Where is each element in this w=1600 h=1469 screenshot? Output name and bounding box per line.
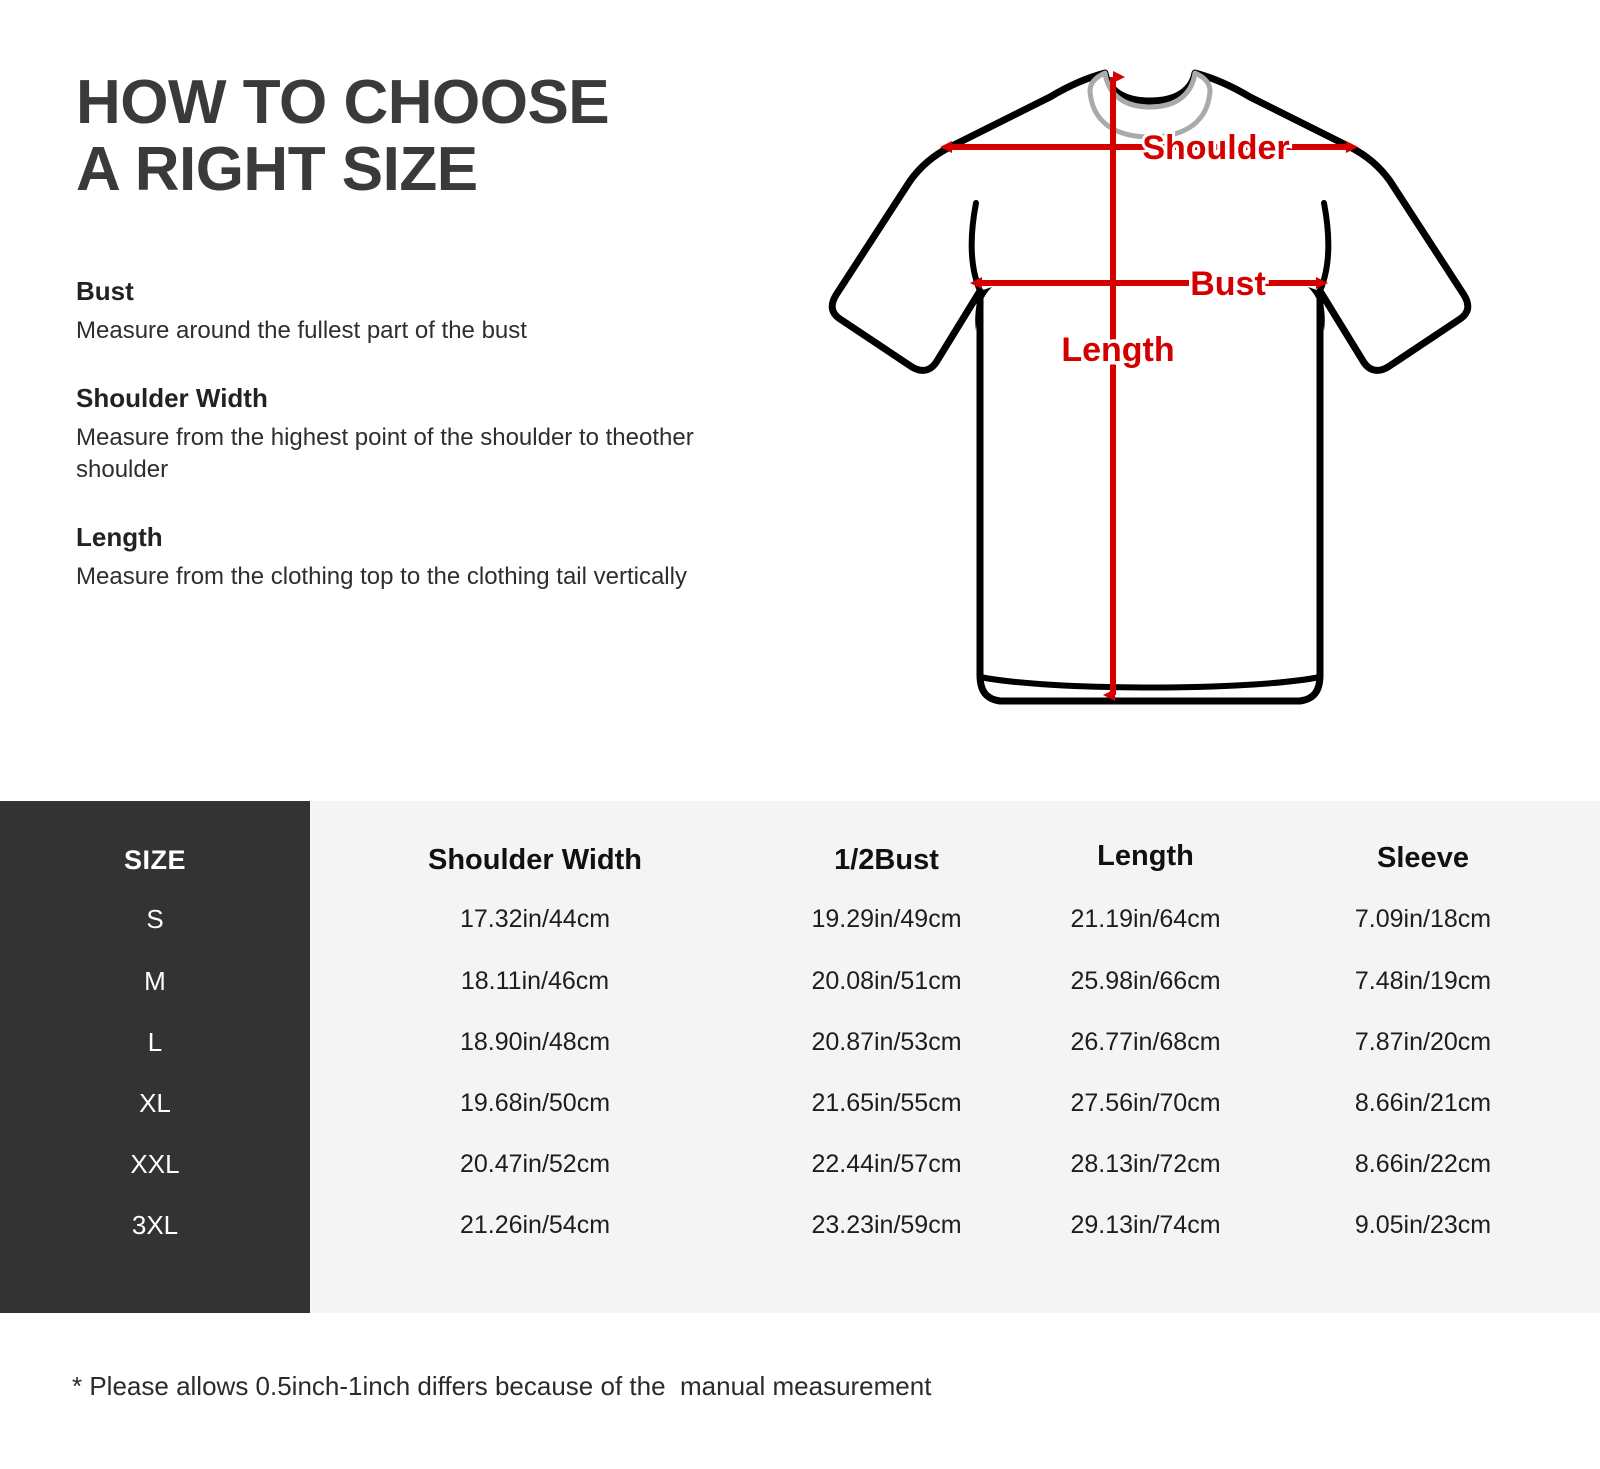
cell-half-bust: 20.08in/51cm [811, 967, 962, 995]
cell-sleeve: 9.05in/23cm [1354, 1211, 1492, 1239]
size-column-background [0, 801, 310, 1313]
table-row: M 18.11in/46cm 20.08in/51cm 25.98in/66cm… [0, 951, 1600, 1012]
cell-half-bust: 20.87in/53cm [811, 1028, 962, 1056]
cell-shoulder-width: 20.47in/52cm [459, 1150, 611, 1178]
tshirt-outline-icon [828, 69, 1472, 705]
cell-length: 28.13in/72cm [1070, 1150, 1221, 1178]
shoulder-label: Shoulder [1142, 129, 1289, 167]
cell-length: 27.56in/70cm [1070, 1089, 1221, 1117]
cell-size: 3XL [131, 1210, 179, 1240]
measurement-term-shoulder-width: Shoulder Width [76, 383, 268, 414]
cell-half-bust: 23.23in/59cm [811, 1211, 962, 1239]
cell-size: S [146, 904, 164, 934]
measurement-description-length: Measure from the clothing top to the clo… [76, 563, 687, 591]
size-table: SIZE Shoulder Width 1/2Bust Length Sleev… [0, 801, 1600, 1313]
measurement-description-bust: Measure around the fullest part of the b… [76, 316, 527, 344]
cell-size: XXL [130, 1149, 180, 1179]
column-header-half-bust: 1/2Bust [834, 843, 939, 876]
cell-shoulder-width: 18.11in/46cm [460, 967, 610, 995]
cell-length: 25.98in/66cm [1070, 967, 1221, 995]
cell-half-bust: 19.29in/49cm [811, 905, 962, 933]
cell-half-bust: 22.44in/57cm [811, 1150, 962, 1178]
cell-half-bust: 21.65in/55cm [811, 1089, 962, 1117]
cell-size: XL [139, 1088, 171, 1118]
measurement-item-length: Length Measure from the clothing top to … [76, 522, 776, 593]
measurement-definitions: Bust Measure around the fullest part of … [76, 276, 776, 594]
cell-sleeve: 7.48in/19cm [1354, 967, 1492, 995]
cell-sleeve: 8.66in/21cm [1354, 1089, 1492, 1117]
column-header-shoulder-width: Shoulder Width [428, 843, 642, 876]
length-label: Length [1061, 331, 1174, 369]
cell-shoulder-width: 18.90in/48cm [459, 1028, 611, 1056]
info-panel: HOW TO CHOOSE A RIGHT SIZE Bust Measure … [76, 68, 776, 630]
cell-size: L [147, 1027, 163, 1057]
measurement-term-length: Length [76, 522, 163, 553]
measurement-annotations: Shoulder Bust Length [940, 71, 1358, 701]
column-header-length: Length [1097, 839, 1194, 872]
cell-size: M [144, 966, 166, 996]
cell-sleeve: 8.66in/22cm [1354, 1150, 1492, 1178]
cell-shoulder-width: 17.32in/44cm [459, 905, 611, 933]
cell-length: 26.77in/68cm [1070, 1028, 1221, 1056]
table-row: XXL 20.47in/52cm 22.44in/57cm 28.13in/72… [0, 1134, 1600, 1195]
cell-shoulder-width: 21.26in/54cm [459, 1211, 611, 1239]
cell-shoulder-width: 19.68in/50cm [459, 1089, 611, 1117]
tshirt-diagram: Shoulder Bust Length [800, 55, 1500, 755]
column-header-size: SIZE [123, 844, 186, 875]
bust-label: Bust [1190, 265, 1266, 303]
table-row: L 18.90in/48cm 20.87in/53cm 26.77in/68cm… [0, 1012, 1600, 1073]
measurement-description-shoulder-width: Measure from the highest point of the sh… [76, 424, 694, 484]
table-row: 3XL 21.26in/54cm 23.23in/59cm 29.13in/74… [0, 1195, 1600, 1256]
cell-sleeve: 7.87in/20cm [1354, 1028, 1492, 1056]
cell-length: 29.13in/74cm [1070, 1211, 1221, 1239]
table-row: S 17.32in/44cm 19.29in/49cm 21.19in/64cm… [0, 889, 1600, 950]
measurement-disclaimer: * Please allows 0.5inch-1inch differs be… [72, 1371, 932, 1401]
measurement-item-shoulder-width: Shoulder Width Measure from the highest … [76, 383, 776, 486]
cell-length: 21.19in/64cm [1070, 905, 1221, 933]
measurement-term-bust: Bust [76, 275, 134, 306]
column-header-sleeve: Sleeve [1377, 841, 1469, 874]
cell-sleeve: 7.09in/18cm [1354, 905, 1492, 933]
table-header-row: SIZE Shoulder Width 1/2Bust Length Sleev… [0, 801, 1600, 919]
page-title: HOW TO CHOOSE A RIGHT SIZE [76, 68, 610, 204]
table-row: XL 19.68in/50cm 21.65in/55cm 27.56in/70c… [0, 1073, 1600, 1134]
size-table-grid: SIZE Shoulder Width 1/2Bust Length Sleev… [0, 801, 1600, 1313]
measurement-item-bust: Bust Measure around the fullest part of … [76, 276, 776, 347]
